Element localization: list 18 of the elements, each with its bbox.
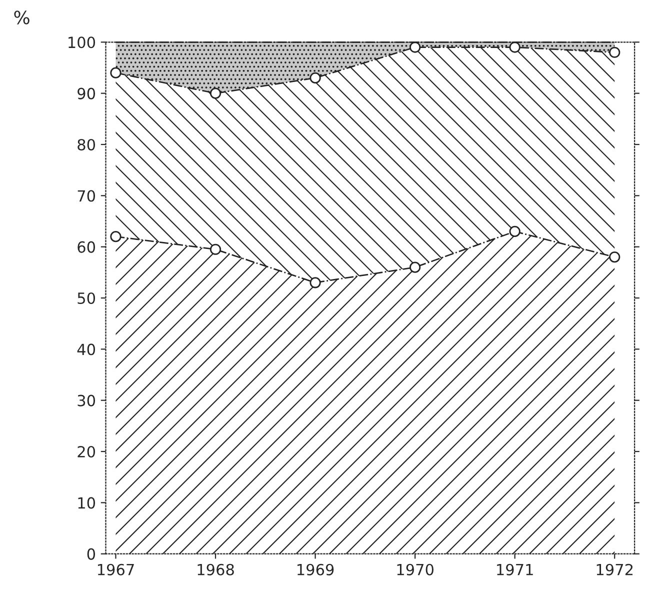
y-tick-label: 10 (78, 497, 96, 509)
y-tick-label: 90 (78, 88, 96, 100)
y-tick-label: 70 (78, 190, 96, 202)
y-tick-label: 40 (77, 344, 96, 356)
y-tick-label: 20 (78, 446, 96, 458)
x-tick-label: 1971 (497, 564, 533, 576)
y-tick-label: 30 (78, 394, 96, 406)
y-tick-label: 0 (87, 548, 96, 560)
x-tick-label: 1969 (298, 564, 334, 576)
y-tick-label: 80 (78, 138, 96, 150)
x-tick-label: 1968 (198, 564, 234, 576)
x-tick-label: 1970 (397, 564, 434, 576)
x-tick-label: 1972 (596, 564, 633, 576)
y-tick-label: 50 (78, 292, 96, 304)
y-tick-label: 60 (78, 241, 96, 253)
x-tick-label: 1967 (98, 564, 134, 576)
y-axis-title: % (14, 10, 30, 24)
y-tick-label: 100 (68, 36, 96, 48)
